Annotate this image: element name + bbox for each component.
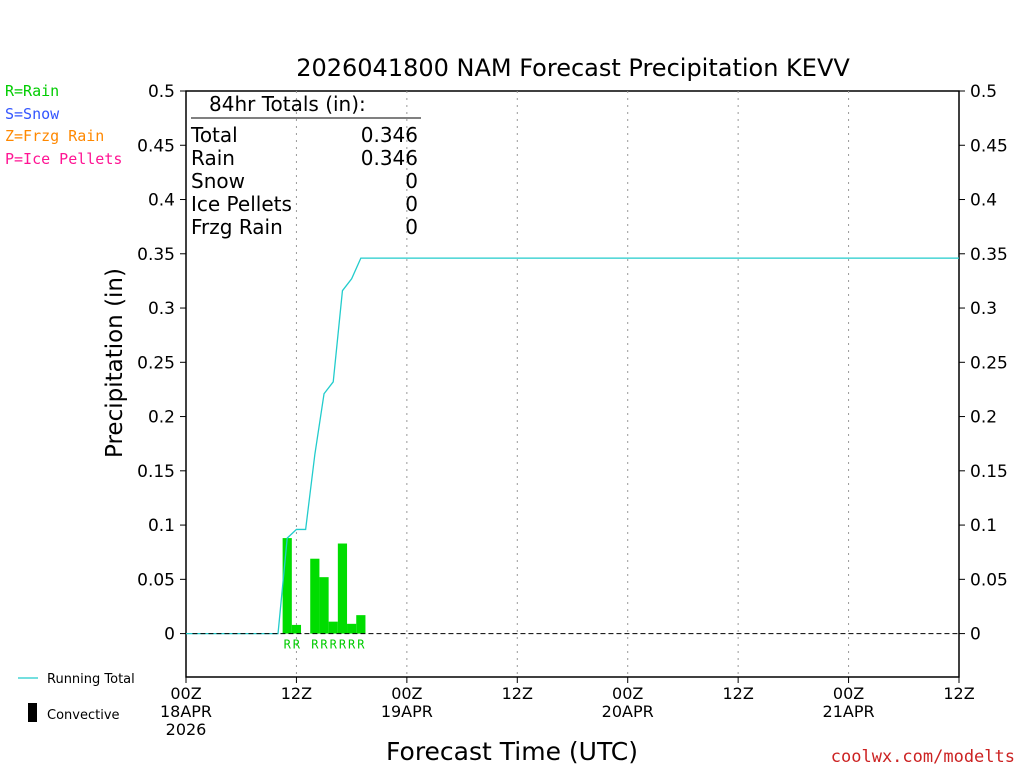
totals-header: 84hr Totals (in):: [209, 92, 366, 116]
x-axis-label: Forecast Time (UTC): [386, 737, 638, 766]
y-tick-label-left: 0.45: [137, 136, 175, 156]
y-tick-label-right: 0.45: [970, 136, 1008, 156]
x-tick-label: 00Z: [391, 684, 422, 703]
y-tick-label-right: 0: [970, 625, 981, 645]
y-tick-label-right: 0.4: [970, 191, 997, 211]
precip-bar: [282, 538, 292, 634]
totals-row-value: 0: [405, 192, 418, 216]
series-legend: Running Total Convective: [18, 672, 135, 723]
y-tick-label-right: 0.05: [970, 570, 1008, 590]
y-tick-label-left: 0.25: [137, 353, 175, 373]
x-tick-label: 12Z: [722, 684, 753, 703]
totals-row-label: Rain: [191, 146, 235, 170]
running-total-line: [186, 257, 959, 635]
precip-type-label: R: [330, 638, 338, 652]
convective-label: Convective: [47, 708, 120, 723]
x-tick-label: 19APR: [381, 702, 433, 721]
y-tick-label-left: 0.15: [137, 462, 175, 482]
precip-bar: [319, 577, 329, 634]
site-credit: coolwx.com/modelts: [831, 747, 1015, 767]
precip-type-label: R: [320, 638, 328, 652]
x-tick-label: 20APR: [602, 702, 654, 721]
plot-frame: [185, 90, 960, 678]
precip-bar: [337, 543, 348, 634]
y-tick-label-right: 0.1: [970, 516, 997, 536]
precip-bar: [310, 558, 320, 634]
y-tick-label-left: 0.35: [137, 245, 175, 265]
totals-row-value: 0.346: [361, 123, 418, 147]
totals-row-label: Snow: [191, 169, 245, 193]
y-axis-label: Precipitation (in): [102, 268, 128, 458]
totals-row-value: 0.346: [361, 146, 418, 170]
y-tick-label-right: 0.3: [970, 299, 997, 319]
running-total-label: Running Total: [47, 672, 135, 687]
precip-type-label: R: [339, 638, 347, 652]
totals-row-label: Total: [190, 123, 238, 147]
precip-type-label: R: [293, 638, 301, 652]
x-tick-label: 12Z: [281, 684, 312, 703]
x-tick-label: 12Z: [943, 684, 974, 703]
y-tick-label-left: 0.1: [148, 516, 175, 536]
precip-type-label: R: [357, 638, 365, 652]
y-tick-label-left: 0.4: [148, 191, 175, 211]
chart-title: 2026041800 NAM Forecast Precipitation KE…: [296, 54, 850, 82]
convective-swatch: [28, 703, 37, 722]
y-tick-label-right: 0.35: [970, 245, 1008, 265]
x-tick-label: 21APR: [823, 702, 875, 721]
y-tick-label-left: 0.05: [137, 570, 175, 590]
y-tick-label-right: 0.15: [970, 462, 1008, 482]
totals-row-value: 0: [405, 169, 418, 193]
y-tick-label-left: 0.3: [148, 299, 175, 319]
x-tick-label: 00Z: [833, 684, 864, 703]
legend-rain: R=Rain: [5, 82, 59, 100]
x-tick-label: 18APR: [160, 702, 212, 721]
x-tick-label: 00Z: [612, 684, 643, 703]
totals-box: 84hr Totals (in): Total 0.346 Rain 0.346 Sno…: [190, 92, 421, 239]
precip-bar: [328, 621, 338, 634]
precip-type-label: R: [311, 638, 319, 652]
totals-row-label: Ice Pellets: [191, 192, 292, 216]
precip-bar: [347, 623, 357, 634]
x-tick-label: 2026: [166, 720, 207, 739]
y-tick-label-left: 0.5: [148, 82, 175, 102]
y-tick-label-right: 0.5: [970, 82, 997, 102]
y-tick-label-left: 0.2: [148, 408, 175, 428]
legend-snow: S=Snow: [5, 105, 60, 123]
y-tick-label-left: 0: [164, 625, 175, 645]
totals-row-label: Frzg Rain: [191, 215, 283, 239]
precip-bar: [291, 624, 302, 634]
precip-type-label: R: [348, 638, 356, 652]
x-tick-label: 12Z: [502, 684, 533, 703]
totals-row-value: 0: [405, 215, 418, 239]
precip-bar: [356, 615, 366, 634]
legend-ice-pellets: P=Ice Pellets: [5, 150, 122, 168]
precip-type-legend: R=Rain S=Snow Z=Frzg Rain P=Ice Pellets: [5, 82, 122, 168]
precip-type-label: R: [284, 638, 292, 652]
legend-frzg-rain: Z=Frzg Rain: [5, 127, 104, 145]
y-tick-label-right: 0.2: [970, 408, 997, 428]
x-tick-label: 00Z: [170, 684, 201, 703]
y-tick-label-right: 0.25: [970, 353, 1008, 373]
